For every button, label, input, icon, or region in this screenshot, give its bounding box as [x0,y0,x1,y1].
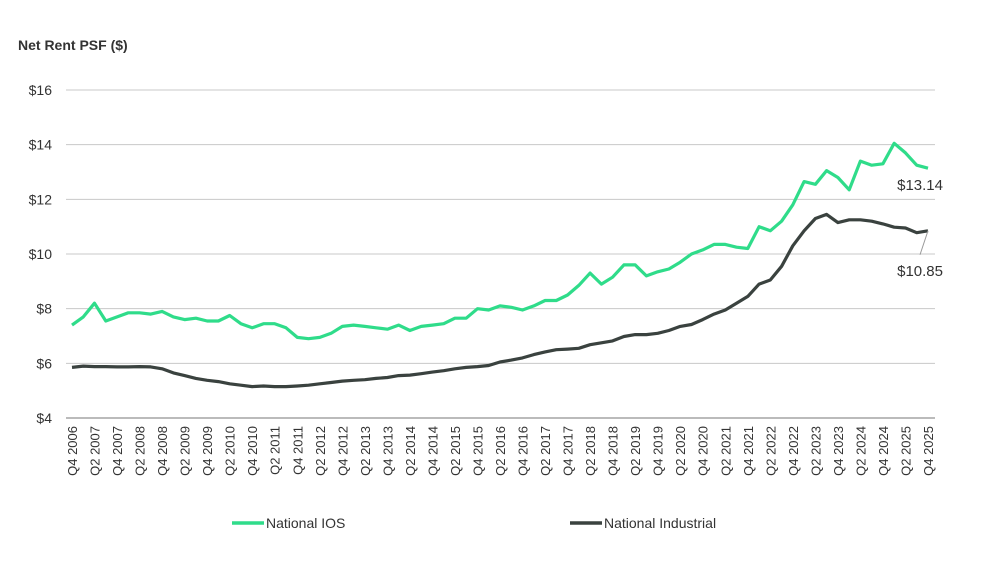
x-tick-label: Q4 2023 [831,426,846,476]
x-tick-label: Q4 2017 [561,426,576,476]
x-tick-label: Q2 2020 [673,426,688,476]
x-tick-label: Q4 2024 [876,426,891,476]
x-tick-label: Q2 2016 [493,426,508,476]
x-tick-label: Q4 2016 [516,426,531,476]
series-line-national-industrial [71,212,929,389]
x-tick-label: Q2 2009 [178,426,193,476]
x-tick-label: Q4 2025 [921,426,936,476]
x-tick-label: Q4 2007 [110,426,125,476]
x-tick-label: Q4 2010 [245,426,260,476]
y-axis-title: Net Rent PSF ($) [18,37,128,53]
x-tick-label: Q2 2010 [223,426,238,476]
x-tick-label: Q2 2017 [538,426,553,476]
x-tick-label: Q4 2014 [425,426,440,476]
x-tick-label: Q4 2019 [651,426,666,476]
y-tick-label: $8 [36,301,52,317]
x-tick-label: Q4 2022 [786,426,801,476]
x-tick-label: Q2 2022 [763,426,778,476]
x-tick-label: Q2 2019 [628,426,643,476]
x-tick-label: Q4 2012 [335,426,350,476]
x-tick-label: Q2 2012 [313,426,328,476]
y-tick-label: $14 [29,137,53,153]
x-tick-label: Q4 2013 [380,426,395,476]
legend-label: National Industrial [604,515,716,531]
label-leader-line [919,230,929,255]
x-tick-label: Q2 2024 [853,426,868,476]
x-tick-label: Q2 2013 [358,426,373,476]
x-tick-label: Q4 2008 [155,426,170,476]
legend-item: National IOS [232,515,345,531]
legend-label: National IOS [266,515,345,531]
x-tick-label: Q2 2018 [583,426,598,476]
x-tick-label: Q4 2011 [290,426,305,475]
x-tick-label: Q2 2007 [88,426,103,476]
x-tick-label: Q4 2020 [696,426,711,476]
x-tick-label: Q4 2018 [606,426,621,476]
x-tick-label: Q4 2021 [741,426,756,476]
y-tick-label: $6 [36,355,52,371]
legend-item: National Industrial [570,515,716,531]
x-tick-label: Q2 2025 [898,426,913,476]
series-line-national-ios [71,141,929,341]
y-tick-label: $12 [29,191,53,207]
x-tick-label: Q2 2014 [403,426,418,476]
x-tick-label: Q4 2015 [470,426,485,476]
x-tick-label: Q2 2021 [718,426,733,476]
y-tick-label: $16 [29,82,53,98]
end-value-label: $13.14 [897,177,943,194]
x-tick-label: Q4 2006 [65,426,80,476]
x-tick-label: Q2 2023 [808,426,823,476]
x-tick-label: Q4 2009 [200,426,215,476]
y-tick-label: $10 [29,246,53,262]
end-value-label: $10.85 [897,263,943,280]
x-tick-label: Q2 2011 [268,426,283,475]
x-tick-label: Q2 2008 [133,426,148,476]
y-tick-label: $4 [36,410,52,426]
x-tick-label: Q2 2015 [448,426,463,476]
